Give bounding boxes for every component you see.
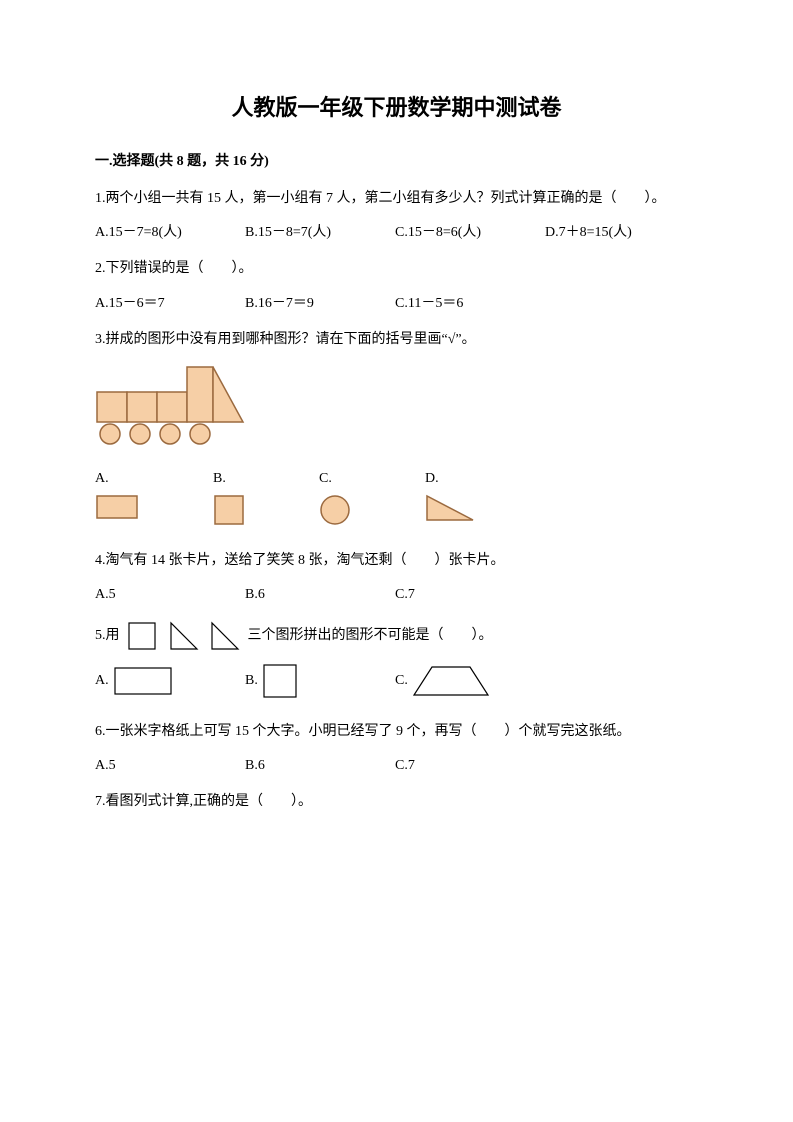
q2-text: 2.下列错误的是（ ）。 <box>95 258 698 280</box>
q3-opt-c-label: C. <box>319 468 332 490</box>
question-4: 4.淘气有 14 张卡片，送给了笑笑 8 张，淘气还剩（ ）张卡片。 A.5 B… <box>95 550 698 607</box>
q5-shape-tri1 <box>169 621 199 651</box>
q3-figure <box>95 364 698 450</box>
q5-post: 三个图形拼出的图形不可能是（ ）。 <box>248 628 493 643</box>
square-icon <box>213 494 245 526</box>
q5-opt-c-label: C. <box>395 670 408 692</box>
question-3: 3.拼成的图形中没有用到哪种图形？请在下面的括号里画“√”。 A. B. <box>95 329 698 526</box>
q4-opt-c: C.7 <box>395 584 545 606</box>
q3-opt-c: C. <box>319 468 351 526</box>
triangle-icon <box>425 494 475 524</box>
q2-opt-b: B.16－7＝9 <box>245 293 395 315</box>
q6-opt-a: A.5 <box>95 755 245 777</box>
q5-options: A. B. C. <box>95 663 698 699</box>
rectangle-icon <box>95 494 139 520</box>
q2-opt-c: C.11－5＝6 <box>395 293 545 315</box>
section-heading: 一.选择题(共 8 题，共 16 分) <box>95 151 698 173</box>
q6-opt-b: B.6 <box>245 755 395 777</box>
triangle-outline-icon <box>210 621 240 651</box>
q1-opt-b: B.15－8=7(人) <box>245 222 395 244</box>
rectangle-outline-icon <box>113 666 173 696</box>
q5-shape-tri2 <box>210 621 240 651</box>
triangle-outline-icon <box>169 621 199 651</box>
question-2: 2.下列错误的是（ ）。 A.15－6＝7 B.16－7＝9 C.11－5＝6 <box>95 258 698 315</box>
q5-shape-square <box>127 621 157 651</box>
q3-opt-d: D. <box>425 468 475 524</box>
q1-opt-a: A.15－7=8(人) <box>95 222 245 244</box>
question-1: 1.两个小组一共有 15 人，第一小组有 7 人，第二小组有多少人？列式计算正确… <box>95 188 698 245</box>
q3-opt-d-label: D. <box>425 468 439 490</box>
question-7: 7.看图列式计算,正确的是（ ）。 <box>95 791 698 813</box>
square-outline-icon <box>262 663 298 699</box>
question-6: 6.一张米字格纸上可写 15 个大字。小明已经写了 9 个，再写（ ）个就写完这… <box>95 721 698 778</box>
q3-opt-a-label: A. <box>95 468 109 490</box>
q4-text: 4.淘气有 14 张卡片，送给了笑笑 8 张，淘气还剩（ ）张卡片。 <box>95 550 698 572</box>
q4-options: A.5 B.6 C.7 <box>95 584 698 606</box>
q1-options: A.15－7=8(人) B.15－8=7(人) C.15－8=6(人) D.7＋… <box>95 222 698 244</box>
trapezoid-outline-icon <box>412 665 490 697</box>
question-5: 5.用 三个图形拼出的图形不可能是（ ）。 A. B. <box>95 621 698 699</box>
q5-opt-b: B. <box>245 663 395 699</box>
q3-opt-b-label: B. <box>213 468 226 490</box>
q5-opt-b-label: B. <box>245 670 258 692</box>
q4-opt-b: B.6 <box>245 584 395 606</box>
q3-opt-a: A. <box>95 468 139 520</box>
q3-opt-b: B. <box>213 468 245 526</box>
q5-opt-a-label: A. <box>95 670 109 692</box>
q5-opt-a: A. <box>95 666 245 696</box>
train-figure-icon <box>95 364 255 450</box>
q2-opt-a: A.15－6＝7 <box>95 293 245 315</box>
square-outline-icon <box>127 621 157 651</box>
q5-opt-c: C. <box>395 665 490 697</box>
q4-opt-a: A.5 <box>95 584 245 606</box>
circle-icon <box>319 494 351 526</box>
q6-text: 6.一张米字格纸上可写 15 个大字。小明已经写了 9 个，再写（ ）个就写完这… <box>95 721 698 743</box>
q6-opt-c: C.7 <box>395 755 545 777</box>
page-title: 人教版一年级下册数学期中测试卷 <box>95 90 698 125</box>
q1-text: 1.两个小组一共有 15 人，第一小组有 7 人，第二小组有多少人？列式计算正确… <box>95 188 698 210</box>
q7-text: 7.看图列式计算,正确的是（ ）。 <box>95 791 698 813</box>
q6-options: A.5 B.6 C.7 <box>95 755 698 777</box>
q2-options: A.15－6＝7 B.16－7＝9 C.11－5＝6 <box>95 293 698 315</box>
q1-opt-c: C.15－8=6(人) <box>395 222 545 244</box>
q5-text: 5.用 三个图形拼出的图形不可能是（ ）。 <box>95 621 698 651</box>
q5-pre: 5.用 <box>95 628 120 643</box>
q3-options: A. B. C. D. <box>95 468 698 526</box>
q1-opt-d: D.7＋8=15(人) <box>545 222 698 244</box>
q3-text: 3.拼成的图形中没有用到哪种图形？请在下面的括号里画“√”。 <box>95 329 698 351</box>
